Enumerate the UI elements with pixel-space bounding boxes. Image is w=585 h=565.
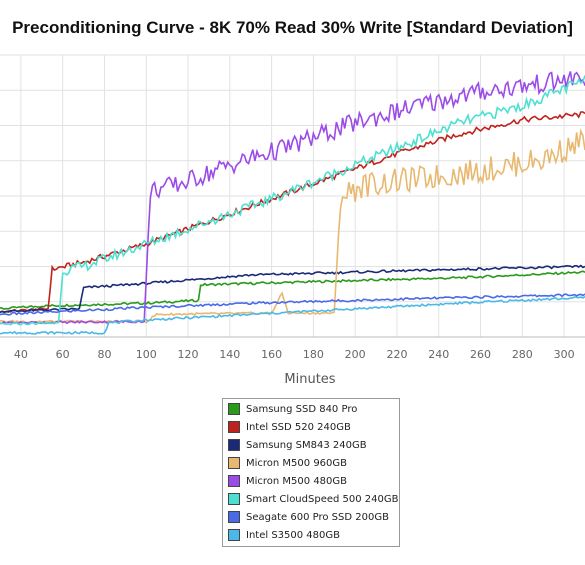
x-tick-label: 160 <box>261 348 282 361</box>
legend-item: Seagate 600 Pro SSD 200GB <box>228 510 389 524</box>
x-tick-labels: 40 60 80 100 120 140 160 180 200 220 240 260 280 300 <box>14 348 575 361</box>
x-tick-label: 280 <box>512 348 533 361</box>
legend-swatch <box>228 457 240 469</box>
series-line <box>0 75 585 326</box>
legend: Samsung SSD 840 Pro Intel SSD 520 240GB Sa… <box>222 398 400 547</box>
x-tick-label: 260 <box>470 348 491 361</box>
series-line <box>0 295 585 335</box>
grid-layer <box>0 54 585 338</box>
series-line <box>0 270 585 310</box>
x-tick-label: 120 <box>178 348 199 361</box>
x-tick-label: 180 <box>303 348 324 361</box>
legend-label: Samsung SSD 840 Pro <box>246 403 358 415</box>
legend-label: Samsung SM843 240GB <box>246 439 367 451</box>
legend-swatch <box>228 439 240 451</box>
legend-swatch <box>228 529 240 541</box>
legend-swatch <box>228 421 240 433</box>
legend-item: Intel SSD 520 240GB <box>228 420 351 434</box>
series-line <box>0 293 585 316</box>
series-line <box>0 71 585 326</box>
chart-title: Preconditioning Curve - 8K 70% Read 30% … <box>12 18 573 37</box>
legend-label: Micron M500 480GB <box>246 475 348 487</box>
x-tick-label: 80 <box>97 348 111 361</box>
x-tick-label: 140 <box>219 348 240 361</box>
series-layer <box>0 71 585 335</box>
legend-swatch <box>228 493 240 505</box>
x-tick-label: 40 <box>14 348 28 361</box>
legend-label: Intel S3500 480GB <box>246 529 340 541</box>
legend-item: Samsung SM843 240GB <box>228 438 367 452</box>
x-tick-label: 240 <box>428 348 449 361</box>
legend-label: Micron M500 960GB <box>246 457 348 469</box>
legend-label: Intel SSD 520 240GB <box>246 421 351 433</box>
legend-item: Micron M500 480GB <box>228 474 347 488</box>
legend-item: Samsung SSD 840 Pro <box>228 402 357 416</box>
x-tick-label: 100 <box>136 348 157 361</box>
series-line <box>0 128 585 324</box>
x-axis-title: Minutes <box>284 372 335 387</box>
x-tick-label: 60 <box>56 348 70 361</box>
x-tick-label: 220 <box>386 348 407 361</box>
legend-swatch <box>228 511 240 523</box>
legend-swatch <box>228 403 240 415</box>
legend-item: Intel S3500 480GB <box>228 528 340 542</box>
legend-item: Micron M500 960GB <box>228 456 347 470</box>
legend-label: Smart CloudSpeed 500 240GB <box>246 493 399 505</box>
legend-item: Smart CloudSpeed 500 240GB <box>228 492 398 506</box>
legend-swatch <box>228 475 240 487</box>
chart-plot: 40 60 80 100 120 140 160 180 200 220 240 260 280 300 … <box>0 54 585 387</box>
legend-label: Seagate 600 Pro SSD 200GB <box>246 511 389 523</box>
x-tick-label: 200 <box>345 348 366 361</box>
series-line <box>0 264 585 314</box>
x-tick-label: 300 <box>554 348 575 361</box>
